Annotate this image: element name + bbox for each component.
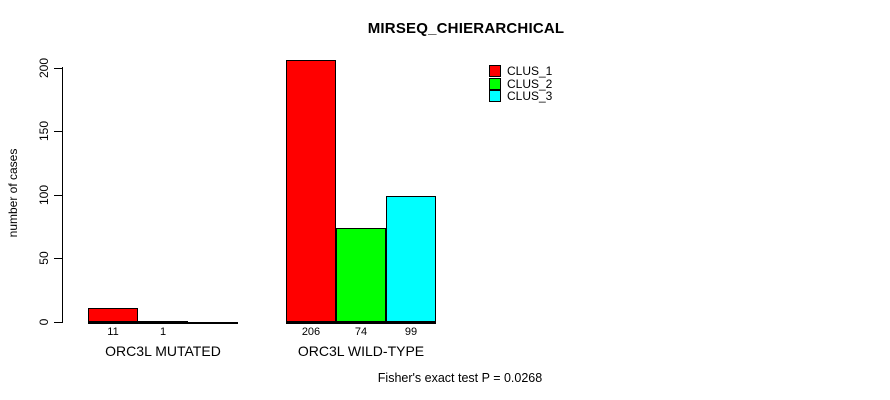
bar <box>386 196 436 322</box>
bar-value-label: 1 <box>159 326 167 338</box>
group-label: ORC3L MUTATED <box>105 343 221 359</box>
y-tick-label: 150 <box>37 121 51 142</box>
group-baseline <box>88 322 238 324</box>
y-tick <box>54 131 62 133</box>
legend-swatch <box>489 77 501 90</box>
bar-value-label: 11 <box>107 326 119 338</box>
group-baseline <box>286 322 436 324</box>
bar-value-label: 74 <box>354 326 368 338</box>
group-label: ORC3L WILD-TYPE <box>297 343 425 359</box>
y-tick <box>54 322 62 323</box>
y-tick <box>54 194 62 196</box>
legend-item: CLUS_3 <box>489 90 552 103</box>
y-axis-line <box>62 67 63 323</box>
bar <box>88 308 138 322</box>
legend-label: CLUS_3 <box>507 89 553 104</box>
y-tick <box>54 258 62 260</box>
legend: CLUS_1 CLUS_2 CLUS_3 <box>489 65 552 103</box>
y-tick-label: 50 <box>37 251 51 266</box>
legend-item: CLUS_1 <box>489 65 552 78</box>
bar <box>336 227 386 322</box>
bar <box>286 59 336 322</box>
legend-item: CLUS_2 <box>489 76 553 91</box>
bar-value-label: 99 <box>404 326 418 338</box>
legend-label: CLUS_2 <box>507 76 553 91</box>
y-axis-label: number of cases <box>6 148 20 238</box>
y-tick <box>54 67 62 69</box>
y-tick-label: 200 <box>37 57 51 78</box>
legend-label: CLUS_1 <box>507 64 553 79</box>
bar-value-label: 206 <box>301 326 321 338</box>
legend-swatch <box>489 65 501 78</box>
stat-annotation: Fisher's exact test P = 0.0268 <box>377 371 543 385</box>
y-tick-label: 100 <box>37 184 51 205</box>
y-tick-label: 0 <box>37 318 51 326</box>
bar <box>138 320 188 323</box>
chart-title: MIRSEQ_CHIERARCHICAL <box>367 20 565 37</box>
legend-swatch <box>489 90 501 103</box>
